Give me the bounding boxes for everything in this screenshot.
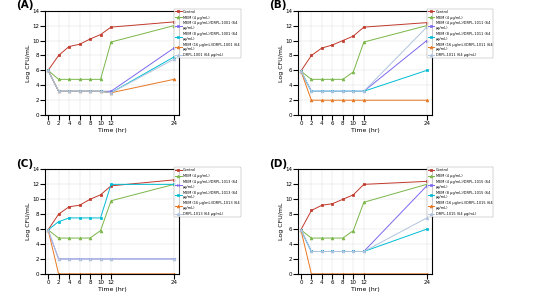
Y-axis label: Log CFU/mL: Log CFU/mL <box>26 203 31 241</box>
X-axis label: Time (hr): Time (hr) <box>351 128 379 133</box>
Y-axis label: Log CFU/mL: Log CFU/mL <box>26 44 31 82</box>
Text: (C): (C) <box>16 159 33 169</box>
X-axis label: Time (hr): Time (hr) <box>98 128 127 133</box>
Text: (A): (A) <box>16 0 34 10</box>
Text: (B): (B) <box>269 0 286 10</box>
Text: (D): (D) <box>269 159 287 169</box>
X-axis label: Time (hr): Time (hr) <box>98 286 127 292</box>
Legend: Control, MEM (4 μg/mL), MEM (4 μg/mL)/DRPL-1013 (64
μg/mL), MEM (8 μg/mL)/DRPL-1: Control, MEM (4 μg/mL), MEM (4 μg/mL)/DR… <box>174 167 241 217</box>
Legend: Control, MEM (4 μg/mL), MEM (4 μg/mL)/DRPL-1001 (64
μg/mL), MEM (8 μg/mL)/DRPL-1: Control, MEM (4 μg/mL), MEM (4 μg/mL)/DR… <box>174 9 241 58</box>
X-axis label: Time (hr): Time (hr) <box>351 286 379 292</box>
Y-axis label: Log CFU/mL: Log CFU/mL <box>279 44 284 82</box>
Y-axis label: Log CFU/mL: Log CFU/mL <box>279 203 284 241</box>
Legend: Control, MEM (4 μg/mL), MEM (4 μg/mL)/DRPL-1011 (64
μg/mL), MEM (8 μg/mL)/DRPL-1: Control, MEM (4 μg/mL), MEM (4 μg/mL)/DR… <box>427 9 493 58</box>
Legend: Control, MEM (4 μg/mL), MEM (4 μg/mL)/DRPL-1015 (64
μg/mL), MEM (8 μg/mL)/DRPL-1: Control, MEM (4 μg/mL), MEM (4 μg/mL)/DR… <box>427 167 493 217</box>
